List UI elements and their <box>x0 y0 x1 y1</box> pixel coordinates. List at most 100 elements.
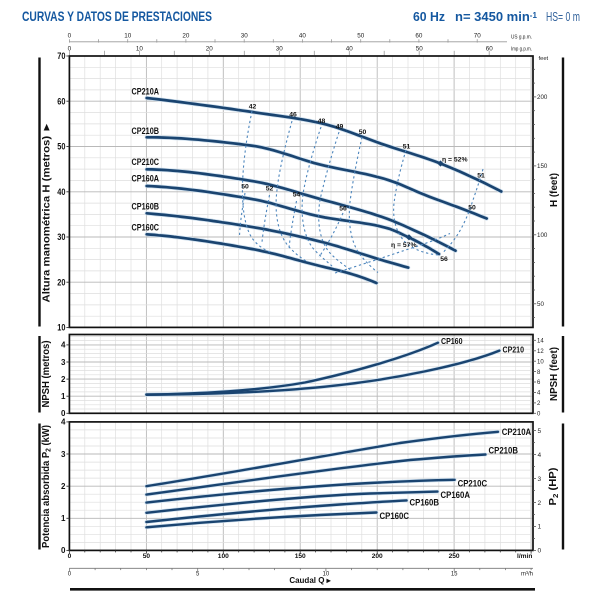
svg-text:US g.p.m.: US g.p.m. <box>511 35 532 41</box>
svg-text:1: 1 <box>61 392 66 401</box>
svg-text:60: 60 <box>57 97 65 108</box>
svg-text:0: 0 <box>68 571 72 577</box>
svg-text:CP210A: CP210A <box>132 87 160 97</box>
svg-text:70: 70 <box>474 33 482 40</box>
svg-text:m³/h: m³/h <box>521 571 533 577</box>
svg-text:feet: feet <box>539 56 549 62</box>
svg-text:42: 42 <box>249 104 257 111</box>
svg-text:10: 10 <box>136 46 144 53</box>
svg-text:150: 150 <box>537 163 548 170</box>
svg-text:η = 57%: η = 57% <box>391 242 417 249</box>
svg-text:Caudal Q ▸: Caudal Q ▸ <box>289 576 331 585</box>
svg-text:14: 14 <box>537 339 544 345</box>
svg-text:48: 48 <box>318 118 326 125</box>
svg-text:Imp g.p.m.: Imp g.p.m. <box>511 47 532 53</box>
svg-text:20: 20 <box>57 277 65 288</box>
svg-text:50: 50 <box>537 301 544 308</box>
svg-text:30: 30 <box>241 33 249 40</box>
svg-text:H (feet): H (feet) <box>549 173 560 207</box>
svg-text:10: 10 <box>124 33 132 40</box>
svg-text:1: 1 <box>538 524 542 531</box>
svg-text:3: 3 <box>61 450 66 459</box>
svg-text:51: 51 <box>403 144 411 151</box>
svg-text:10: 10 <box>537 359 544 365</box>
svg-text:2: 2 <box>61 375 66 384</box>
svg-text:0: 0 <box>61 546 66 555</box>
svg-text:5: 5 <box>538 428 542 435</box>
svg-text:50: 50 <box>241 184 249 191</box>
svg-text:CP210A: CP210A <box>502 427 532 437</box>
svg-text:l/min: l/min <box>517 553 532 560</box>
svg-text:0: 0 <box>537 412 541 418</box>
svg-text:CP210B: CP210B <box>132 126 160 136</box>
svg-text:100: 100 <box>537 232 548 239</box>
svg-text:15: 15 <box>451 571 458 577</box>
svg-text:2: 2 <box>61 482 66 491</box>
svg-text:CP160C: CP160C <box>132 223 160 233</box>
svg-text:4: 4 <box>61 418 66 427</box>
svg-text:50: 50 <box>57 142 65 153</box>
svg-text:200: 200 <box>537 94 548 101</box>
svg-text:50: 50 <box>468 205 476 212</box>
svg-text:CP210B: CP210B <box>489 446 519 456</box>
svg-text:60: 60 <box>415 33 423 40</box>
svg-text:52: 52 <box>266 186 274 193</box>
svg-text:49: 49 <box>336 124 344 131</box>
svg-text:CP160B: CP160B <box>132 202 160 212</box>
svg-text:CP160C: CP160C <box>380 511 410 521</box>
svg-text:2: 2 <box>538 500 542 507</box>
svg-text:30: 30 <box>276 46 284 53</box>
svg-text:CP210C: CP210C <box>458 479 488 489</box>
svg-text:NPSH (metros): NPSH (metros) <box>41 341 52 408</box>
svg-text:NPSH (feet): NPSH (feet) <box>549 347 560 401</box>
svg-text:200: 200 <box>372 553 383 560</box>
svg-text:50: 50 <box>359 129 367 136</box>
svg-text:η = 52%: η = 52% <box>442 157 468 164</box>
svg-text:0: 0 <box>61 409 66 418</box>
svg-text:51: 51 <box>477 173 485 180</box>
svg-text:CP210: CP210 <box>503 345 525 355</box>
svg-text:P2 (HP): P2 (HP) <box>548 468 560 506</box>
svg-text:4: 4 <box>537 391 541 397</box>
svg-text:HS= 0 m: HS= 0 m <box>546 9 580 24</box>
svg-text:8: 8 <box>537 370 541 376</box>
svg-text:40: 40 <box>57 187 65 198</box>
svg-text:0: 0 <box>68 553 72 560</box>
svg-text:10: 10 <box>323 571 330 577</box>
svg-text:CP210C: CP210C <box>132 157 160 167</box>
svg-text:0: 0 <box>538 548 542 555</box>
svg-text:60: 60 <box>486 46 494 53</box>
svg-text:5: 5 <box>196 571 200 577</box>
svg-text:4: 4 <box>61 341 66 350</box>
svg-text:4: 4 <box>538 452 542 459</box>
svg-text:CURVAS Y DATOS DE PRESTACIONES: CURVAS Y DATOS DE PRESTACIONES <box>22 9 212 24</box>
svg-text:70: 70 <box>57 51 65 62</box>
svg-text:0: 0 <box>68 46 72 53</box>
svg-text:20: 20 <box>206 46 214 53</box>
svg-text:40: 40 <box>346 46 354 53</box>
svg-text:3: 3 <box>61 358 66 367</box>
svg-text:56: 56 <box>339 206 347 213</box>
svg-text:10: 10 <box>57 323 65 334</box>
svg-text:54: 54 <box>293 192 301 199</box>
svg-text:46: 46 <box>289 112 297 119</box>
svg-text:40: 40 <box>299 33 307 40</box>
svg-text:150: 150 <box>295 553 306 560</box>
svg-text:0: 0 <box>68 33 72 40</box>
svg-text:20: 20 <box>182 33 190 40</box>
svg-text:50: 50 <box>357 33 365 40</box>
svg-text:12: 12 <box>537 349 544 355</box>
svg-text:Altura manométrica H (metros): Altura manométrica H (metros) ► <box>42 122 53 303</box>
svg-text:56: 56 <box>440 256 448 263</box>
svg-text:100: 100 <box>218 553 229 560</box>
svg-text:250: 250 <box>449 553 460 560</box>
svg-text:50: 50 <box>416 46 424 53</box>
svg-text:n= 3450 min-1: n= 3450 min-1 <box>455 9 537 24</box>
svg-text:CP160B: CP160B <box>410 498 440 508</box>
svg-text:CP160A: CP160A <box>441 490 471 500</box>
svg-text:3: 3 <box>538 476 542 483</box>
svg-text:1: 1 <box>61 514 66 523</box>
svg-text:CP160A: CP160A <box>132 174 160 184</box>
svg-text:2: 2 <box>537 401 541 407</box>
svg-text:50: 50 <box>143 553 151 560</box>
